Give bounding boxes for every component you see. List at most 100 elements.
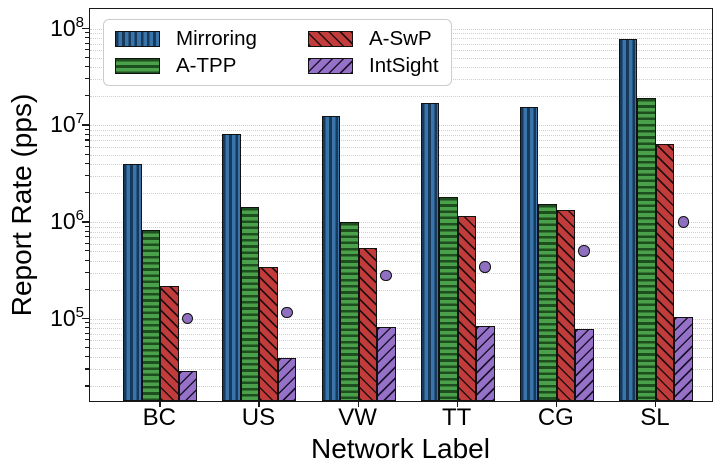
y-minor-tick bbox=[84, 95, 89, 97]
minor-gridline bbox=[89, 129, 712, 131]
legend-label-a-swp: A-SwP bbox=[369, 27, 432, 50]
major-gridline bbox=[89, 125, 712, 127]
minor-gridline bbox=[89, 226, 712, 228]
y-tick-label-1e6: 106 bbox=[50, 207, 84, 235]
legend-swatch-mirroring-icon bbox=[115, 31, 160, 48]
legend-label-mirroring: Mirroring bbox=[176, 27, 257, 50]
bar-intsight-bc bbox=[178, 370, 198, 401]
minor-gridline bbox=[89, 146, 712, 148]
intsight-dot-marker-bc bbox=[181, 312, 194, 325]
y-minor-tick bbox=[84, 347, 89, 349]
y-major-tick bbox=[81, 317, 89, 320]
x-tick-mark bbox=[555, 402, 558, 407]
minor-gridline bbox=[89, 176, 712, 178]
y-minor-tick bbox=[84, 78, 89, 80]
bar-a-swp-sl bbox=[655, 143, 675, 401]
minor-gridline bbox=[89, 243, 712, 245]
bar-a-swp-bc bbox=[160, 285, 179, 401]
bar-intsight-cg bbox=[575, 329, 594, 401]
minor-gridline bbox=[89, 289, 712, 291]
intsight-dot-marker-vw bbox=[380, 269, 392, 282]
y-minor-tick bbox=[84, 225, 89, 227]
y-tick-label-1e7: 107 bbox=[50, 110, 84, 138]
x-tick-mark bbox=[456, 402, 459, 407]
y-minor-tick bbox=[84, 162, 89, 165]
y-minor-tick bbox=[84, 56, 89, 58]
x-tick-mark bbox=[159, 402, 161, 407]
y-minor-tick bbox=[84, 236, 89, 238]
y-major-tick bbox=[81, 221, 89, 223]
y-major-tick bbox=[81, 124, 89, 126]
minor-gridline bbox=[89, 357, 712, 359]
bar-mirroring-sl bbox=[618, 39, 638, 401]
bar-a-tpp-bc bbox=[141, 229, 161, 401]
minor-gridline bbox=[89, 140, 712, 142]
y-major-tick bbox=[81, 27, 89, 30]
legend-label-intsight: IntSight bbox=[369, 53, 439, 77]
bar-intsight-us bbox=[277, 358, 297, 401]
minor-gridline bbox=[89, 333, 712, 335]
y-minor-tick bbox=[84, 327, 89, 329]
x-tick-label-cg: CG bbox=[537, 404, 574, 431]
minor-gridline bbox=[89, 328, 712, 330]
y-minor-tick bbox=[84, 332, 89, 334]
legend-label-a-tpp: A-TPP bbox=[176, 53, 237, 77]
bar-a-swp-vw bbox=[358, 248, 378, 401]
legend-swatch-a-tpp-icon bbox=[115, 57, 160, 74]
y-minor-tick bbox=[84, 42, 89, 44]
legend-item-a-tpp: A-TPP bbox=[115, 53, 308, 77]
bar-a-tpp-cg bbox=[538, 203, 557, 401]
y-minor-tick bbox=[84, 339, 89, 341]
minor-gridline bbox=[89, 386, 712, 388]
intsight-dot-marker-sl bbox=[677, 216, 690, 228]
y-minor-tick bbox=[84, 133, 89, 135]
minor-gridline bbox=[89, 163, 712, 165]
minor-gridline bbox=[89, 237, 712, 239]
x-tick-label-tt: TT bbox=[442, 404, 472, 431]
y-minor-tick bbox=[84, 230, 89, 232]
legend-item-mirroring: Mirroring bbox=[115, 27, 308, 50]
x-axis-title: Network Label bbox=[311, 433, 490, 464]
x-tick-label-bc: BC bbox=[142, 404, 176, 431]
y-minor-tick bbox=[84, 368, 89, 370]
y-minor-tick bbox=[84, 153, 89, 155]
minor-gridline bbox=[89, 251, 712, 253]
y-minor-tick bbox=[84, 139, 89, 141]
minor-gridline bbox=[89, 348, 712, 349]
bar-mirroring-us bbox=[222, 133, 241, 401]
bar-mirroring-tt bbox=[420, 103, 440, 401]
minor-gridline bbox=[89, 340, 712, 342]
bar-a-tpp-vw bbox=[340, 222, 359, 401]
minor-gridline bbox=[89, 134, 712, 136]
bar-a-swp-us bbox=[259, 267, 278, 401]
bar-mirroring-bc bbox=[123, 163, 142, 401]
y-axis-title: Report Rate (pps) bbox=[6, 93, 37, 317]
legend-swatch-a-swp-icon bbox=[308, 31, 353, 48]
intsight-dot-marker-cg bbox=[578, 245, 590, 257]
intsight-dot-marker-us bbox=[281, 306, 293, 319]
major-gridline bbox=[89, 318, 712, 320]
x-tick-label-us: US bbox=[241, 404, 276, 431]
bar-intsight-tt bbox=[476, 325, 495, 401]
y-minor-tick bbox=[84, 145, 89, 147]
major-gridline bbox=[89, 222, 712, 224]
bar-a-tpp-tt bbox=[439, 197, 458, 401]
bar-intsight-vw bbox=[377, 327, 396, 401]
legend: Mirroring A-SwP A-TPP IntSight bbox=[103, 19, 452, 86]
y-tick-label-1e5: 105 bbox=[50, 304, 84, 331]
legend-swatch-intsight-icon bbox=[308, 57, 353, 74]
y-minor-tick bbox=[84, 385, 89, 387]
bar-mirroring-vw bbox=[321, 116, 341, 401]
bar-a-tpp-us bbox=[240, 206, 260, 401]
y-tick-label-1e8: 108 bbox=[50, 13, 84, 41]
intsight-dot-marker-tt bbox=[479, 261, 491, 273]
x-tick-mark bbox=[654, 402, 657, 407]
x-tick-mark bbox=[357, 402, 360, 407]
minor-gridline bbox=[89, 231, 712, 233]
y-minor-tick bbox=[84, 288, 89, 290]
y-minor-tick bbox=[84, 271, 89, 273]
bar-a-swp-tt bbox=[457, 216, 477, 401]
minor-gridline bbox=[89, 369, 712, 371]
y-minor-tick bbox=[84, 128, 89, 130]
